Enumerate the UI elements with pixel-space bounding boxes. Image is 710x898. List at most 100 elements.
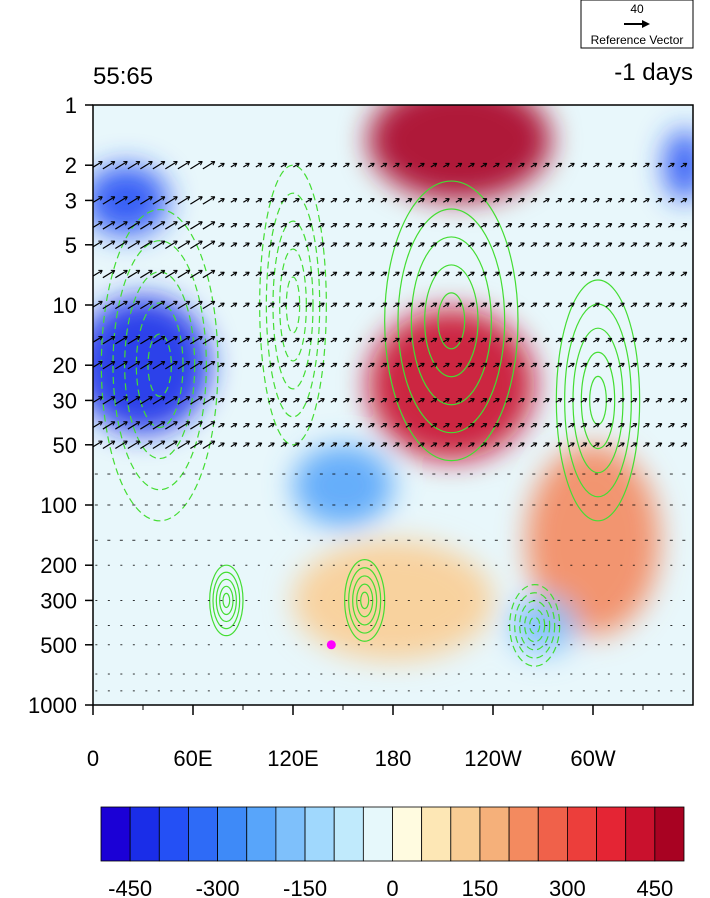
wind-vector [355,302,363,308]
vector-shaft [505,302,513,308]
vector-head [220,242,225,247]
vector-head [670,223,675,228]
contour-line [397,208,506,434]
vector-head [582,337,588,343]
vector-shaft [115,269,128,279]
vector-shaft [93,421,103,429]
vector-head [445,162,450,168]
vector-shaft [530,198,538,203]
vector-shaft [177,161,191,170]
vector-shaft [115,196,128,205]
vector-shaft [530,362,538,368]
wind-vector [165,396,178,405]
vector-head [495,198,500,203]
contour-line [519,600,551,651]
y-tick-label: 1000 [28,693,77,718]
contour-line [424,264,479,378]
wind-vector [655,162,663,168]
y-tick-label: 3 [65,188,77,213]
wind-vector [190,361,203,370]
vector-head [320,223,325,228]
vector-head [257,242,263,247]
vector-head [420,362,425,368]
x-tick-label: 60W [570,746,615,771]
wind-vector [280,198,288,203]
wind-vector [305,162,313,168]
vector-head [270,162,275,168]
wind-vector [655,337,663,343]
wind-vector [593,302,600,308]
wind-vector [643,162,650,168]
vector-shaft [580,362,588,368]
x-tick-label: 0 [87,746,99,771]
vector-head [595,398,600,403]
vector-head [432,362,438,368]
vector-shaft [293,423,300,428]
wind-vector [555,302,563,308]
vector-shaft [368,302,375,308]
vector-head [345,362,350,368]
colorbar-label: 450 [636,876,673,898]
contour-line [215,578,237,623]
vector-shaft [380,398,388,403]
vector-head [570,423,575,428]
wind-vector [455,198,463,203]
vector-head [282,362,288,368]
wind-vector [605,423,613,428]
y-tick-label: 1 [65,93,77,118]
wind-vector [580,198,588,203]
vector-head [210,300,216,306]
vector-shaft [455,242,463,248]
vector-shaft [618,337,625,343]
vector-shaft [668,423,675,428]
wind-vector [518,423,525,428]
wind-vector [218,337,225,343]
vector-shaft [305,362,313,368]
vector-shaft [305,398,313,403]
wind-vector [618,423,625,428]
vector-shaft [115,396,128,405]
vector-head [632,223,638,228]
wind-vector [593,242,600,248]
vector-head [607,442,613,447]
vector-shaft [355,398,363,403]
vector-head [307,337,313,343]
vector-shaft [140,196,153,205]
wind-vector [368,337,375,343]
colorbar-label: 300 [549,876,586,898]
wind-vector [355,198,363,203]
vector-shaft [368,442,375,448]
vector-head [457,223,463,228]
wind-vector [643,302,650,308]
vector-shaft [405,271,413,277]
vector-head [682,442,688,447]
vector-shaft [255,162,263,168]
wind-vector [255,398,263,403]
vector-shaft [555,162,563,168]
vector-head [420,337,425,343]
vector-head [632,271,638,276]
wind-vector [393,362,400,368]
wind-vector [318,302,325,308]
wind-vector [430,162,438,168]
vector-head [607,337,613,343]
vector-shaft [443,162,450,168]
contour-line [124,271,196,460]
vector-head [495,337,500,343]
vector-shaft [630,362,638,368]
vector-head [457,271,463,276]
wind-vector [218,362,225,368]
wind-vector [305,271,313,277]
wind-vector [243,337,250,343]
colorbar-label: 0 [386,876,398,898]
vector-head [482,337,488,343]
vector-head [557,198,563,203]
vector-head [682,223,688,228]
vector-head [520,162,525,168]
vector-head [135,336,141,341]
wind-vector [643,423,650,428]
vector-shaft [293,337,300,343]
vector-head [582,442,588,447]
vector-shaft [568,362,575,368]
vector-shaft [343,302,350,308]
